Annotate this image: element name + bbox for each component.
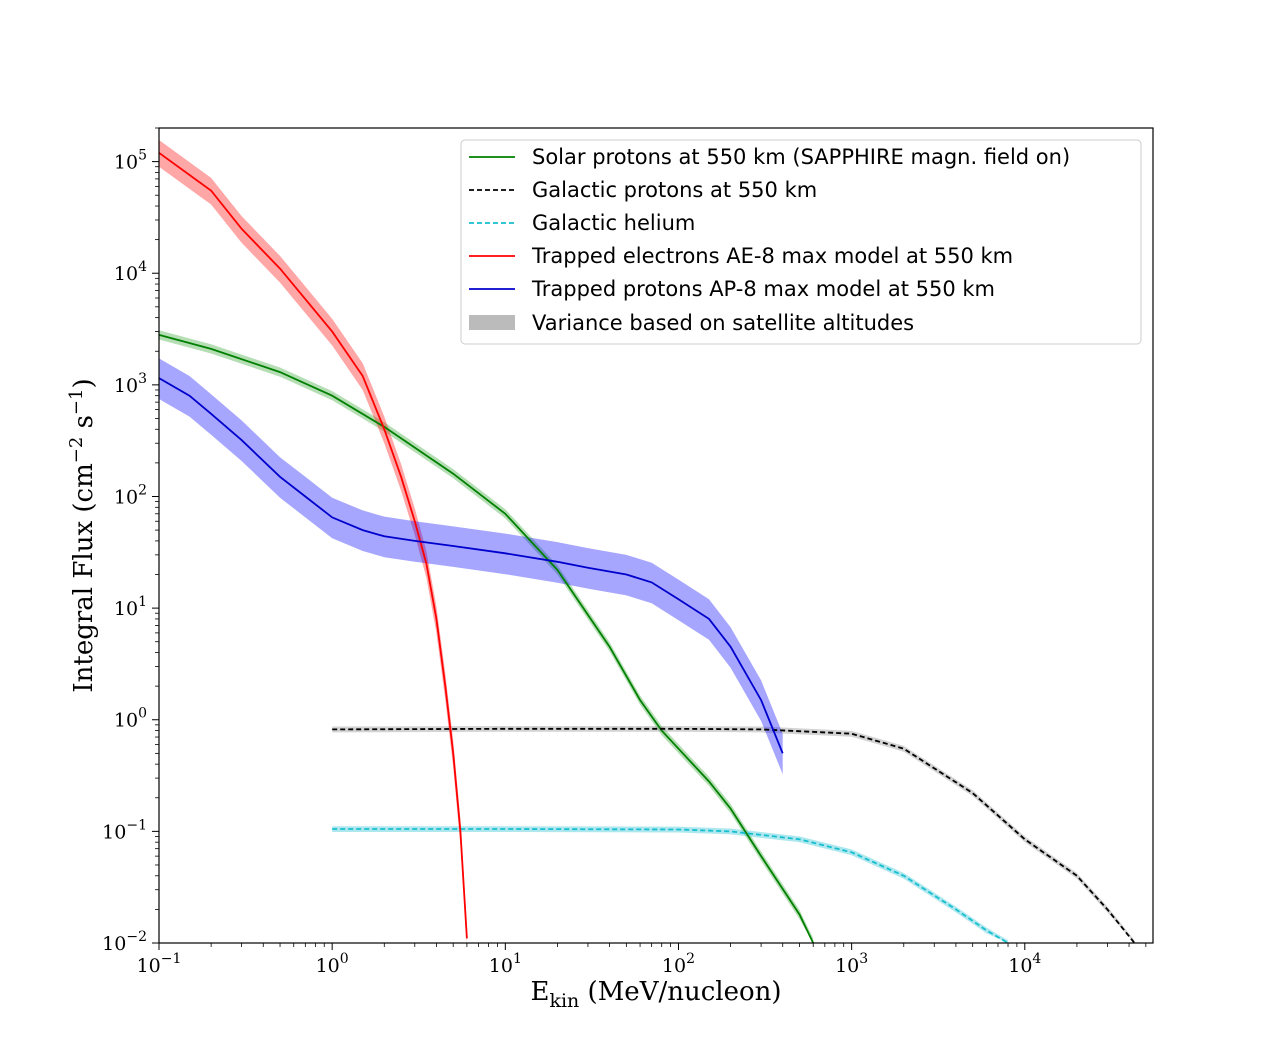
y-tick-base-7: 10 — [114, 152, 138, 174]
y-tick-exp-2: 0 — [138, 706, 147, 722]
x-tick-exp-5: 4 — [1032, 951, 1041, 967]
y-tick-label-2: 100 — [114, 706, 147, 732]
y-tick-base-3: 10 — [114, 598, 138, 620]
band-series-3 — [159, 140, 467, 943]
x-tick-label-1: 100 — [316, 951, 349, 977]
x-tick-exp-2: 1 — [513, 951, 522, 967]
series-lines — [158, 152, 1136, 944]
x-axis-ticks: 10−1 100 101 102 103 104 — [137, 943, 1147, 977]
y-tick-label-5: 103 — [114, 371, 147, 397]
y-axis-label-mid: s — [69, 415, 99, 437]
y-tick-exp-4: 2 — [138, 482, 147, 498]
line-series-4 — [158, 377, 784, 754]
x-tick-base-2: 10 — [489, 955, 513, 977]
y-tick-base-0: 10 — [102, 933, 126, 955]
legend-box — [460, 139, 1142, 345]
y-tick-label-0: 10−2 — [102, 929, 147, 955]
y-tick-exp-0: −2 — [126, 929, 147, 945]
y-tick-label-4: 102 — [114, 482, 147, 508]
x-tick-base-1: 10 — [316, 955, 340, 977]
line-series-1 — [332, 727, 1136, 944]
x-axis-label-main: E — [530, 977, 549, 1007]
y-tick-base-6: 10 — [114, 263, 138, 285]
y-axis-label: Integral Flux (cm−2 s−1) — [66, 378, 99, 692]
y-tick-base-1: 10 — [102, 821, 126, 843]
x-tick-label-4: 103 — [835, 951, 868, 977]
legend-variance-swatch — [469, 315, 515, 330]
uncertainty-bands — [159, 140, 1135, 943]
legend: Solar protons at 550 km (SAPPHIRE magn. … — [460, 139, 1142, 345]
x-tick-base-0: 10 — [137, 955, 161, 977]
y-axis-label-main: Integral Flux (cm — [69, 463, 99, 692]
x-axis-label-units: (MeV/nucleon) — [579, 977, 781, 1007]
y-axis-label-end: ) — [69, 378, 99, 388]
legend-label-4: Trapped protons AP-8 max model at 550 km — [531, 277, 995, 301]
y-axis-label-exp1: −2 — [66, 437, 87, 464]
y-tick-exp-1: −1 — [126, 817, 147, 833]
x-tick-base-3: 10 — [662, 955, 686, 977]
y-tick-label-1: 10−1 — [102, 817, 147, 843]
legend-items: Solar protons at 550 km (SAPPHIRE magn. … — [469, 145, 1070, 301]
y-tick-base-5: 10 — [114, 375, 138, 397]
y-axis-label-exp2: −1 — [66, 389, 87, 416]
y-tick-exp-3: 1 — [138, 594, 147, 610]
y-tick-exp-7: 5 — [138, 148, 147, 164]
x-axis-label-sub: kin — [549, 990, 579, 1012]
legend-label-0: Solar protons at 550 km (SAPPHIRE magn. … — [532, 145, 1070, 169]
y-tick-base-4: 10 — [114, 486, 138, 508]
y-tick-exp-6: 4 — [138, 259, 147, 275]
x-tick-base-5: 10 — [1008, 955, 1032, 977]
line-series-0 — [158, 334, 815, 944]
x-tick-base-4: 10 — [835, 955, 859, 977]
line-series-2 — [332, 828, 1009, 944]
y-tick-label-7: 105 — [114, 148, 147, 174]
x-axis-label: Ekin (MeV/nucleon) — [530, 977, 781, 1012]
legend-label-3: Trapped electrons AE-8 max model at 550 … — [531, 244, 1013, 268]
x-tick-exp-0: −1 — [161, 951, 182, 967]
x-tick-label-3: 102 — [662, 951, 695, 977]
y-tick-base-2: 10 — [114, 710, 138, 732]
plot-frame — [158, 127, 1154, 944]
line-series-3 — [158, 152, 468, 939]
legend-label-1: Galactic protons at 550 km — [532, 178, 817, 202]
x-tick-exp-3: 2 — [686, 951, 695, 967]
x-tick-exp-4: 3 — [859, 951, 868, 967]
legend-label-2: Galactic helium — [532, 211, 695, 235]
band-series-2 — [332, 826, 1008, 943]
x-tick-label-5: 104 — [1008, 951, 1041, 977]
y-tick-label-6: 104 — [114, 259, 147, 285]
legend-variance-label: Variance based on satellite altitudes — [532, 311, 914, 335]
x-tick-label-0: 10−1 — [137, 951, 182, 977]
x-tick-label-2: 101 — [489, 951, 522, 977]
y-tick-label-3: 101 — [114, 594, 147, 620]
band-series-4 — [159, 358, 783, 775]
y-tick-exp-5: 3 — [138, 371, 147, 387]
x-tick-exp-1: 0 — [340, 951, 349, 967]
